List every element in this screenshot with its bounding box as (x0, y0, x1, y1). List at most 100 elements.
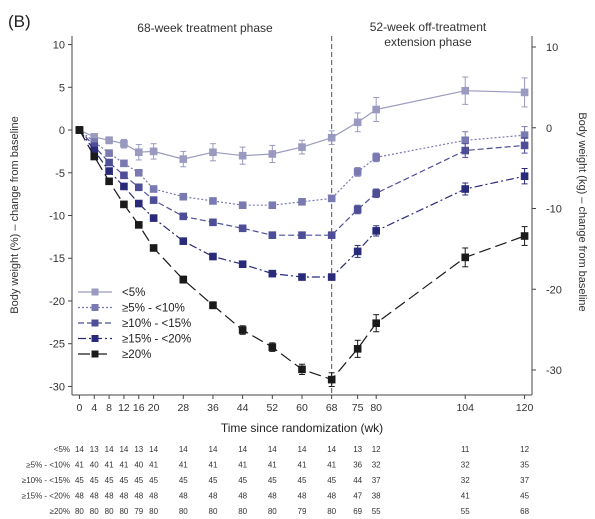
data-point (179, 275, 188, 284)
data-point (327, 375, 336, 384)
data-point (90, 152, 99, 161)
x-tick-label: 80 (370, 402, 382, 414)
y-tick-label-right: -10 (546, 204, 562, 216)
data-point (238, 224, 247, 233)
data-point (209, 197, 217, 205)
at-risk-count: 80 (75, 507, 84, 516)
at-risk-count: 48 (179, 492, 188, 501)
legend-marker (91, 304, 99, 311)
y-tick-label-right: -30 (546, 365, 562, 377)
data-point (327, 133, 336, 142)
at-risk-count: 41 (179, 461, 188, 470)
at-risk-count: 80 (105, 507, 114, 516)
x-tick-label: 36 (207, 402, 219, 414)
data-point (372, 189, 380, 198)
at-risk-count: 69 (353, 507, 362, 516)
data-point (298, 273, 306, 281)
series-group (75, 126, 529, 281)
x-tick-label: 75 (352, 402, 364, 414)
data-point (238, 326, 247, 334)
at-risk-count: 36 (353, 461, 362, 470)
at-risk-count: 12 (520, 445, 529, 454)
at-risk-count: 68 (520, 507, 529, 516)
y-tick-label-right: 10 (546, 42, 558, 54)
at-risk-count: 37 (372, 476, 381, 485)
at-risk-count: 45 (90, 476, 99, 485)
at-risk-count: 48 (209, 492, 218, 501)
legend-marker (91, 288, 99, 296)
data-point (298, 231, 306, 239)
data-point (120, 139, 128, 148)
at-risk-count: 45 (298, 476, 307, 485)
at-risk-row-label: ≥10% - <15% (22, 476, 70, 485)
data-point (238, 151, 247, 160)
at-risk-count: 12 (372, 445, 381, 454)
data-point (105, 177, 113, 186)
data-point (238, 260, 247, 269)
at-risk-count: 45 (179, 476, 188, 485)
at-risk-count: 45 (268, 476, 277, 485)
at-risk-count: 14 (209, 445, 218, 454)
data-point (298, 365, 306, 374)
data-point (105, 136, 113, 145)
data-point (179, 212, 188, 221)
data-point (134, 199, 143, 208)
at-risk-count: 45 (520, 492, 529, 501)
at-risk-count: 41 (298, 461, 307, 470)
legend-label: ≥5% - <10% (122, 303, 185, 315)
at-risk-count: 48 (90, 492, 99, 501)
x-tick-label: 68 (326, 402, 338, 414)
x-tick-label: 104 (456, 402, 474, 414)
at-risk-count: 14 (327, 445, 336, 454)
at-risk-count: 41 (209, 461, 218, 470)
data-point (179, 155, 188, 163)
data-point (120, 159, 128, 168)
x-axis-label: Time since randomization (wk) (221, 421, 383, 435)
data-point (461, 86, 470, 95)
at-risk-count: 48 (119, 492, 128, 501)
data-point (353, 118, 362, 127)
at-risk-count: 14 (75, 445, 84, 454)
legend-marker (91, 350, 99, 358)
at-risk-count: 40 (134, 461, 143, 470)
at-risk-count: 40 (90, 461, 99, 470)
at-risk-count: 48 (298, 492, 307, 501)
data-point (353, 168, 362, 176)
at-risk-count: 45 (75, 476, 84, 485)
series-line (78, 129, 525, 278)
y-axis-label-right: Body weight (kg) – change from baseline (576, 112, 588, 311)
at-risk-count: 32 (372, 461, 381, 470)
data-point (120, 200, 128, 209)
y-tick-label-left: -20 (49, 296, 65, 308)
at-risk-count: 45 (105, 476, 114, 485)
data-point (238, 201, 247, 210)
at-risk-count: 41 (75, 461, 84, 470)
at-risk-count: 80 (119, 507, 128, 516)
data-point (179, 192, 188, 201)
x-tick-label: 8 (106, 402, 112, 414)
data-point (209, 218, 217, 227)
data-point (209, 252, 217, 261)
at-risk-count: 48 (268, 492, 277, 501)
y-tick-label-left: 5 (59, 82, 65, 94)
data-point (268, 343, 277, 351)
y-tick-label-left: -15 (49, 253, 65, 265)
at-risk-count: 38 (372, 492, 381, 501)
y-ticks-right: 10 0 -10 -20 -30 (532, 42, 562, 377)
legend-marker (91, 335, 99, 342)
data-point (75, 126, 84, 134)
at-risk-count: 48 (149, 492, 158, 501)
at-risk-count: 45 (119, 476, 128, 485)
data-point (372, 105, 380, 114)
y-tick-label-left: 10 (53, 40, 65, 52)
data-point (268, 231, 277, 239)
phase-label-extension: 52-week off-treatment (370, 20, 487, 34)
at-risk-count: 41 (268, 461, 277, 470)
y-axis-label-left: Body weight (%) – change from baseline (9, 116, 21, 314)
at-risk-count: 13 (90, 445, 99, 454)
data-point (134, 183, 143, 192)
y-tick-label-left: -5 (55, 168, 65, 180)
at-risk-count: 32 (461, 461, 470, 470)
at-risk-count: 14 (119, 445, 128, 454)
series-line (78, 129, 525, 236)
